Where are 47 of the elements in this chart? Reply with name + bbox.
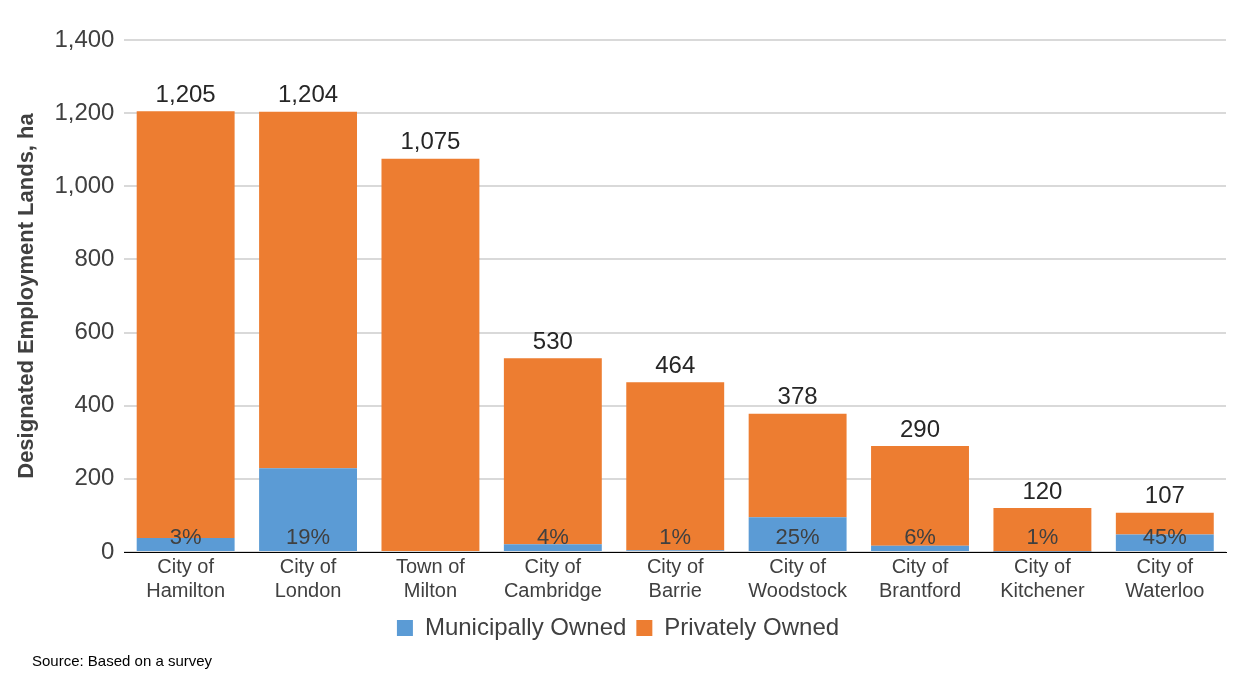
- y-tick-label: 1,400: [54, 24, 115, 52]
- bar: [871, 445, 969, 546]
- bar: [503, 544, 602, 551]
- y-tick-label: 800: [74, 244, 115, 272]
- bar: [626, 382, 725, 551]
- source-note: Source: Based on a survey: [32, 652, 213, 669]
- y-tick-label: 200: [74, 463, 115, 491]
- bar: [381, 158, 480, 551]
- legend-label: Municipally Owned: [424, 612, 627, 640]
- total-label: 530: [532, 326, 573, 354]
- annotation: 6%: [904, 524, 936, 550]
- bar: [259, 111, 358, 469]
- total-label: 290: [899, 414, 941, 442]
- x-tick-label: City of Waterloo: [1125, 554, 1205, 601]
- annotation: 25%: [775, 524, 820, 550]
- legend-label: Privately Owned: [664, 612, 840, 640]
- annotation: 19%: [286, 524, 331, 550]
- annotation: 1%: [659, 524, 692, 550]
- total-label: 378: [777, 382, 818, 410]
- bar: [871, 545, 969, 551]
- y-tick-label: 0: [101, 536, 115, 564]
- total-label: 120: [1022, 476, 1063, 504]
- x-tick-label: City of Cambridge: [503, 554, 602, 601]
- annotation: 1%: [1026, 524, 1059, 550]
- y-tick-label: 400: [74, 390, 115, 418]
- total-label: 1,205: [155, 79, 216, 107]
- x-tick-label: City of Kitchener: [1000, 554, 1085, 601]
- total-label: 464: [655, 350, 696, 378]
- total-label: 107: [1144, 481, 1185, 509]
- total-label: 1,075: [400, 127, 461, 155]
- bar: [503, 358, 602, 545]
- annotation: 4%: [536, 524, 569, 550]
- bar: [748, 517, 847, 551]
- y-tick-label: 1,200: [54, 97, 115, 125]
- x-tick-label: City of Barrie: [646, 554, 705, 601]
- total-label: 1,204: [278, 80, 339, 108]
- y-axis-title: Designated Employment Lands, ha: [13, 112, 39, 479]
- y-tick-label: 600: [74, 317, 115, 345]
- bar: [748, 413, 847, 518]
- bar: [259, 468, 358, 551]
- x-tick-label: City of Brantford: [878, 554, 962, 601]
- y-tick-label: 1,000: [54, 170, 115, 198]
- x-tick-label: City of Woodstock: [748, 554, 848, 601]
- x-tick-label: Town of Milton: [395, 554, 466, 601]
- bar: [993, 508, 1092, 552]
- x-tick-label: City of London: [274, 554, 342, 601]
- x-tick-label: City of Hamilton: [146, 554, 226, 601]
